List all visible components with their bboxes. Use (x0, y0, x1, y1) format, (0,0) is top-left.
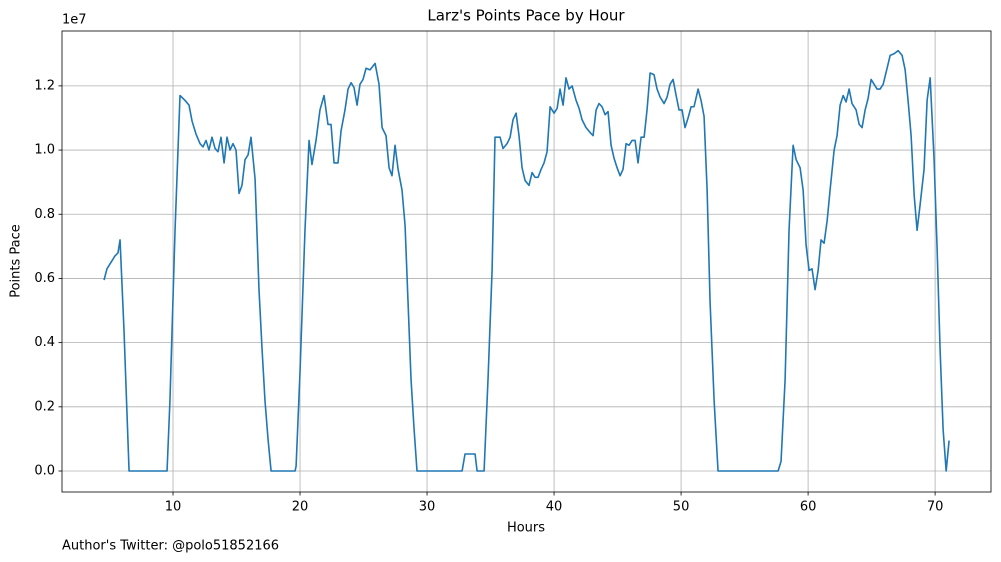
x-axis-label: Hours (507, 521, 545, 536)
y-tick-label: 0.4 (34, 335, 55, 350)
x-tick-label: 40 (546, 500, 563, 515)
x-tick-label: 20 (292, 500, 309, 515)
x-tick-label: 10 (165, 500, 182, 515)
chart-title: Larz's Points Pace by Hour (427, 7, 625, 25)
x-tick-label: 50 (673, 500, 690, 515)
y-tick-label: 0.2 (34, 399, 55, 414)
y-axis-label: Points Pace (9, 224, 24, 298)
x-tick-label: 30 (419, 500, 436, 515)
y-tick-label: 1.2 (34, 78, 55, 93)
x-tick-label: 70 (927, 500, 944, 515)
x-tick-label: 60 (800, 500, 817, 515)
y-tick-label: 0.8 (34, 207, 55, 222)
y-tick-label: 0.6 (34, 271, 55, 286)
plot-frame (61, 30, 992, 493)
y-tick-label: 0.0 (34, 464, 55, 479)
y-tick-label: 1.0 (34, 143, 55, 158)
data-line (103, 49, 950, 472)
y-offset-label: 1e7 (62, 13, 87, 28)
footnote: Author's Twitter: @polo51852166 (62, 539, 279, 554)
